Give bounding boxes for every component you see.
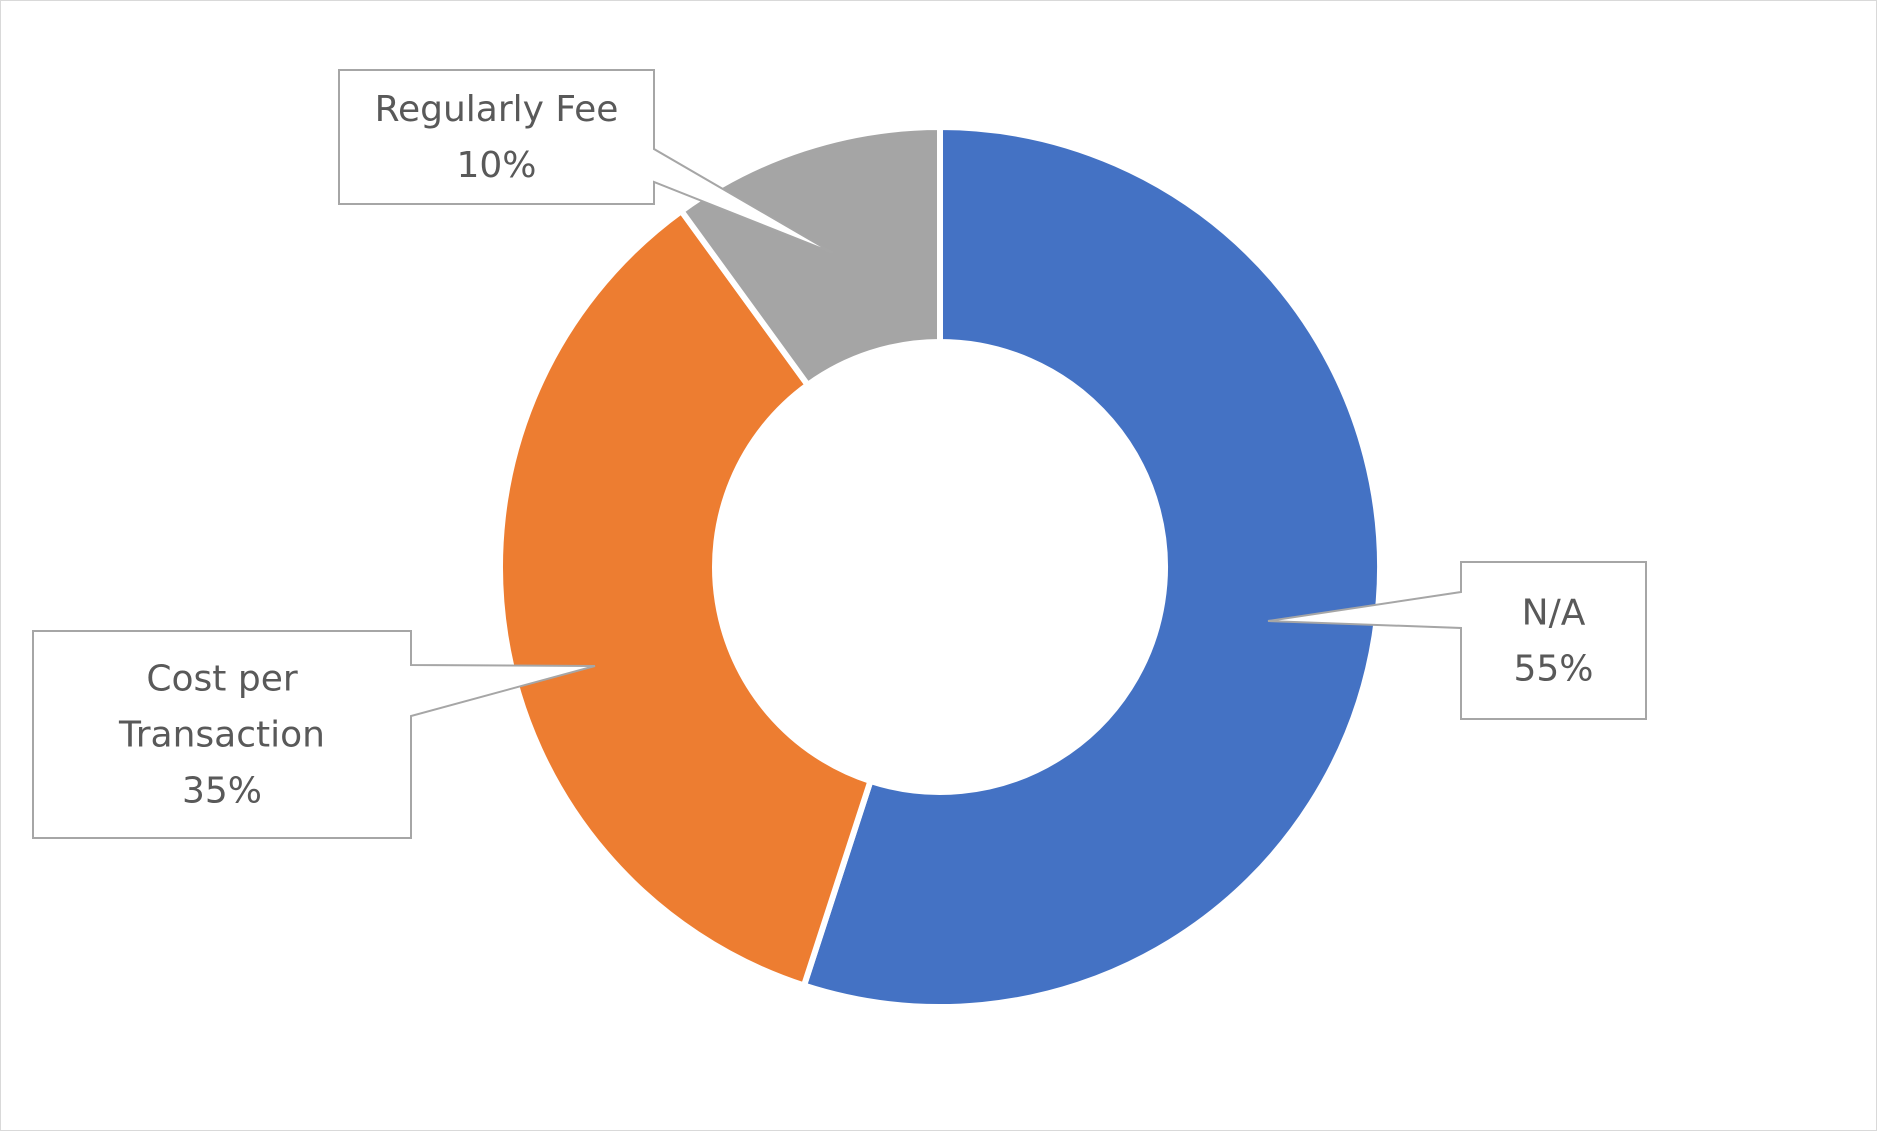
slice-cost-per-transaction xyxy=(497,206,875,990)
callout-box xyxy=(1267,561,1647,720)
data-label-value: 55% xyxy=(1513,649,1593,690)
callout-box xyxy=(338,69,834,254)
callout-regularly-fee: Regularly Fee 10% xyxy=(338,69,834,254)
callout-n-a: N/A 55% xyxy=(1267,561,1647,720)
callouts-group: N/A 55% Cost per Transaction 35% Regularly Fe… xyxy=(32,69,1647,839)
data-label-value: 10% xyxy=(456,145,536,186)
slices-group xyxy=(497,123,1383,1010)
data-label-category: N/A xyxy=(1522,593,1586,634)
callout-box xyxy=(32,630,596,839)
slice-n-a xyxy=(800,123,1383,1010)
callout-cost-per-transaction: Cost per Transaction 35% xyxy=(32,630,596,839)
data-label-category: Regularly Fee xyxy=(375,89,619,130)
data-label-category: Transaction xyxy=(118,715,325,756)
slice-regularly-fee xyxy=(677,123,943,390)
data-label-category: Cost per xyxy=(146,659,297,700)
data-label-value: 35% xyxy=(182,771,262,812)
